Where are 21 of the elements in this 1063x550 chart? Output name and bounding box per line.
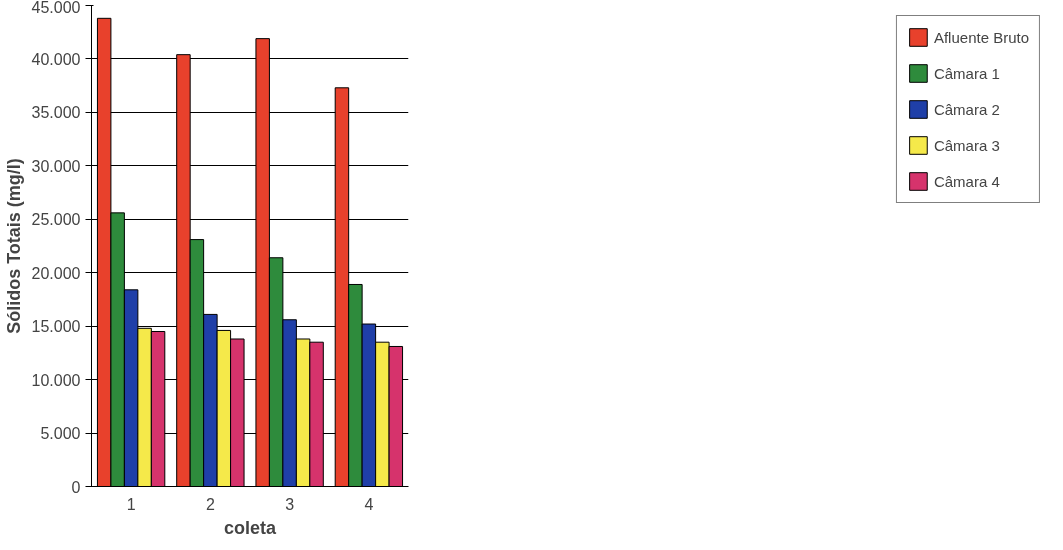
y-tick-label: 25.000 [31,211,81,229]
y-tick-label: 0 [71,478,81,496]
y-tick-label: 30.000 [31,157,81,175]
x-tick-label: 4 [364,495,374,513]
y-tick-label: 35.000 [31,104,81,122]
legend-label: Câmara 1 [933,64,1000,82]
legend-label: Câmara 4 [933,172,1000,190]
y-tick-label: 5.000 [40,425,81,443]
y-tick-label: 15.000 [31,318,81,336]
legend-label: Câmara 3 [933,136,1000,154]
y-tick-label: 45.000 [31,0,81,16]
x-tick-label: 2 [205,495,215,513]
y-tick-label: 40.000 [31,50,81,68]
y-tick-label: 10.000 [31,371,81,389]
y-axis-title: Sólidos Totais (mg/l) [3,158,24,334]
x-tick-label: 3 [285,495,295,513]
legend-label: Câmara 2 [933,100,1000,118]
x-axis-title: coleta [223,517,277,538]
y-tick-label: 20.000 [31,264,81,282]
legend-label: Afluente Bruto [933,28,1029,46]
x-tick-label: 1 [126,495,136,513]
